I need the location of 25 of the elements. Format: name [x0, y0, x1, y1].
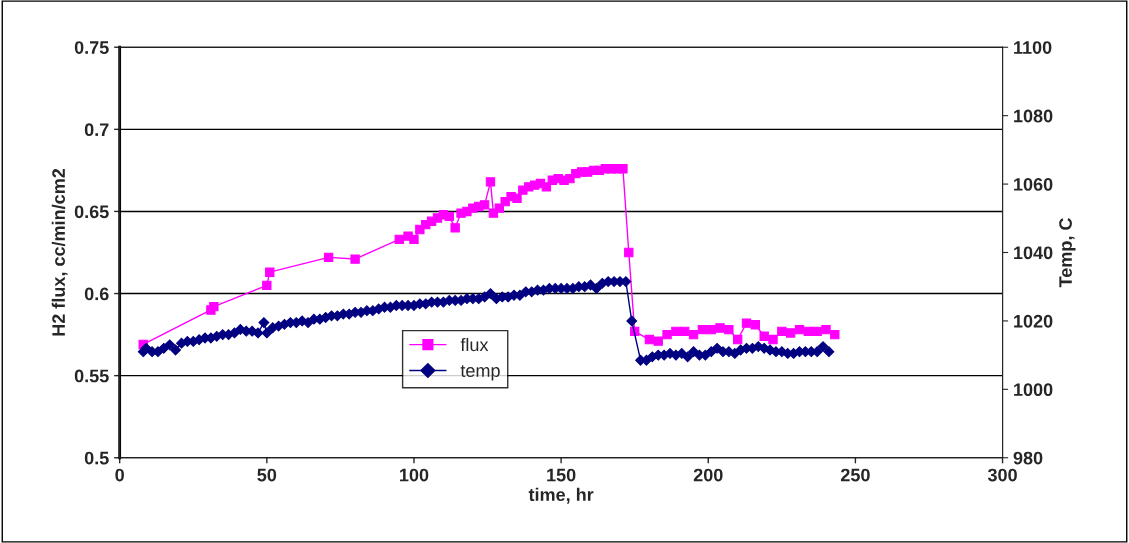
x-tick-label: 0: [115, 468, 124, 482]
y2-tick-label: 1100: [1014, 41, 1052, 54]
y-tick-label: 0.5: [84, 451, 109, 465]
x-tick-label: 150: [547, 468, 576, 482]
y2-tick-label: 1020: [1014, 314, 1053, 328]
x-tick-label: 100: [400, 468, 429, 482]
y-tick-label: 0.75: [74, 41, 109, 54]
legend-label: flux: [460, 337, 489, 352]
y-tick-label: 0.7: [84, 123, 109, 137]
x-tick-label: 300: [987, 468, 1017, 482]
x-tick-label: 200: [693, 468, 723, 482]
y2-axis-title: Temp, C: [1059, 218, 1076, 288]
y-tick-label: 0.65: [74, 205, 109, 219]
legend-label: temp: [460, 365, 500, 381]
y-tick-label: 0.55: [74, 369, 109, 383]
y2-tick-label: 1000: [1014, 383, 1053, 397]
x-axis-title: time, hr: [528, 487, 594, 504]
y2-tick-label: 1060: [1014, 178, 1053, 191]
y2-tick-label: 980: [1013, 451, 1043, 465]
x-tick-label: 250: [840, 468, 870, 482]
y-axis-title: H2 flux, cc/min/cm2: [51, 168, 68, 336]
y2-tick-label: 1040: [1014, 246, 1053, 260]
y-tick-label: 0.6: [84, 287, 109, 301]
x-tick-label: 50: [257, 468, 277, 482]
y2-tick-label: 1080: [1014, 109, 1053, 123]
